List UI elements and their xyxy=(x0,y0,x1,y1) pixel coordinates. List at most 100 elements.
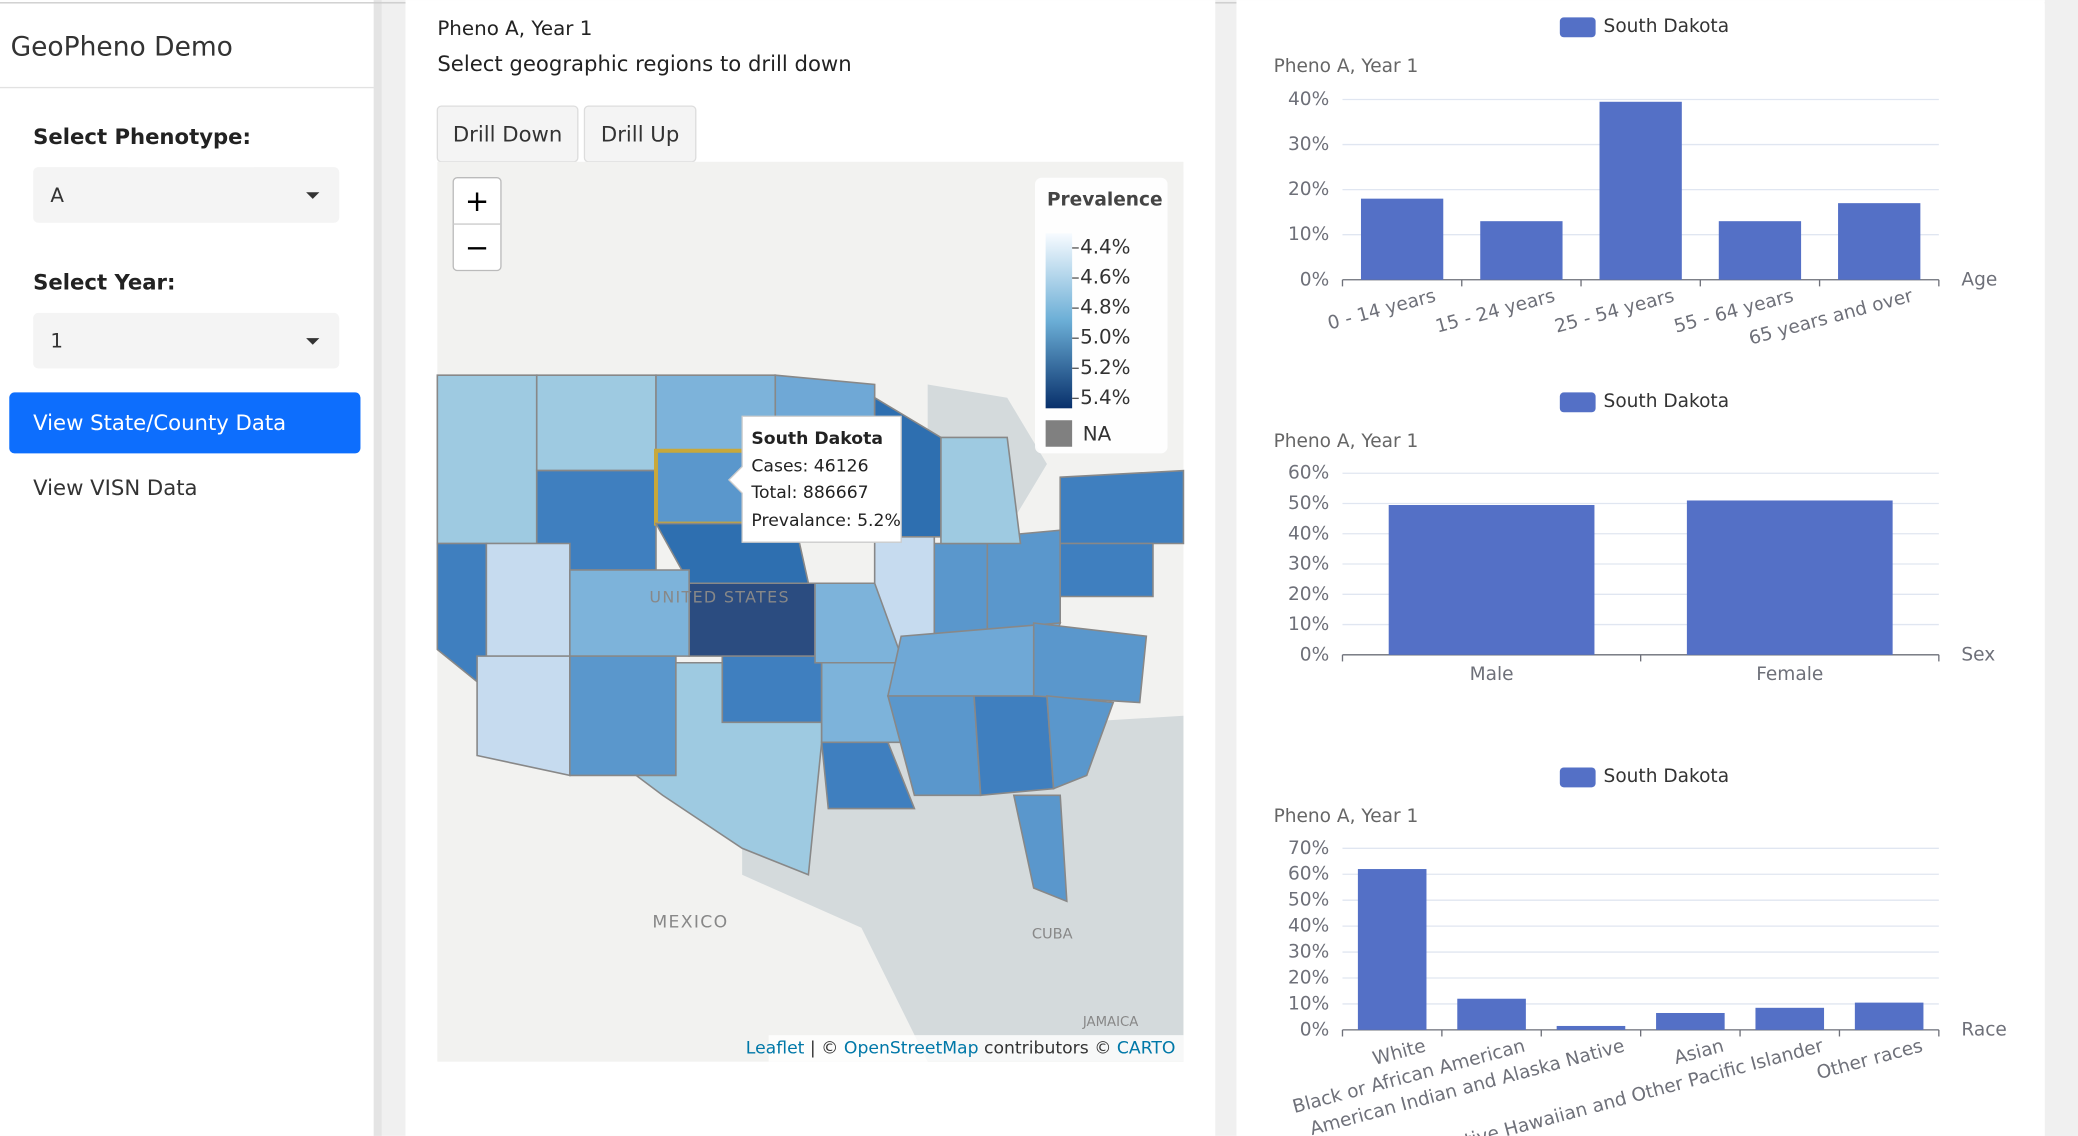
bar xyxy=(1854,1002,1924,1030)
tooltip-line: Prevalance: 5.2% xyxy=(751,511,900,531)
legend-swatch xyxy=(1559,767,1596,788)
button-label[interactable]: Drill Up xyxy=(601,121,679,146)
state xyxy=(721,655,823,724)
legend-label: South Dakota xyxy=(1604,766,1730,787)
dropdown-value: A xyxy=(50,184,64,207)
state xyxy=(820,741,916,810)
map[interactable]: UNITED STATES MEXICO CUBA JAMAICA + − Pr… xyxy=(436,161,1185,1062)
app-title: GeoPheno Demo xyxy=(11,31,233,62)
legend-label: 5.0% xyxy=(1080,326,1130,349)
sidebar-shadow xyxy=(373,0,382,1136)
y-tick-label: 50% xyxy=(1288,890,1329,911)
state xyxy=(1012,794,1068,903)
y-tick-label: 10% xyxy=(1288,224,1329,245)
legend-swatch xyxy=(1559,17,1596,38)
nav-item[interactable]: View VISN Data xyxy=(33,475,197,500)
state xyxy=(933,542,989,638)
dropdown[interactable] xyxy=(33,312,340,369)
x-axis-name: Age xyxy=(1961,269,1997,290)
label: Select Phenotype: xyxy=(33,124,251,149)
legend-labels: 4.4% 4.6% 4.8% 5.0% 5.2% 5.4% xyxy=(1072,235,1131,409)
state xyxy=(986,529,1061,631)
state xyxy=(633,661,823,876)
dropdown-value: 1 xyxy=(50,330,63,353)
bar xyxy=(1599,101,1682,280)
y-tick-label: 40% xyxy=(1288,523,1329,544)
attribution-text: | © xyxy=(804,1038,843,1058)
caret xyxy=(306,338,320,345)
y-tick-label: 20% xyxy=(1288,584,1329,605)
y-tick-label: 30% xyxy=(1288,942,1329,963)
link[interactable]: Leaflet xyxy=(746,1038,805,1058)
zoom-out[interactable]: − xyxy=(465,230,489,264)
legend-title: Prevalence xyxy=(1047,190,1163,211)
y-tick-label: 70% xyxy=(1288,838,1329,859)
legend-label: South Dakota xyxy=(1604,16,1730,37)
bar xyxy=(1755,1007,1825,1030)
dropdown[interactable] xyxy=(33,167,340,223)
state xyxy=(1059,469,1185,545)
legend-label: South Dakota xyxy=(1604,391,1730,412)
map-label: UNITED STATES xyxy=(649,587,790,606)
state xyxy=(1032,622,1148,704)
x-tick-label: Male xyxy=(1470,664,1514,685)
legend-label: 4.6% xyxy=(1080,266,1130,289)
state xyxy=(1046,695,1115,790)
tooltip xyxy=(727,415,902,543)
scroll-gutter xyxy=(2044,0,2078,1136)
state xyxy=(476,655,571,777)
bar xyxy=(1656,1012,1725,1030)
x-axis-name: Sex xyxy=(1961,644,1995,665)
state xyxy=(973,695,1055,797)
y-tick-label: 60% xyxy=(1288,864,1329,885)
bar xyxy=(1838,203,1921,280)
state xyxy=(436,374,538,545)
y-tick-label: 30% xyxy=(1288,554,1329,575)
map-label: MEXICO xyxy=(652,913,728,933)
bar xyxy=(1556,1025,1626,1030)
y-tick-label: 0% xyxy=(1300,644,1329,665)
link[interactable]: OpenStreetMap xyxy=(844,1038,979,1058)
bar xyxy=(1480,221,1563,280)
heading: Pheno A, Year 1 xyxy=(437,17,592,40)
y-tick-label: 20% xyxy=(1288,179,1329,200)
y-tick-label: 50% xyxy=(1288,493,1329,514)
nav-item[interactable]: View State/County Data xyxy=(33,410,286,435)
tooltip-line: Total: 886667 xyxy=(750,483,868,503)
legend-label: 4.8% xyxy=(1080,296,1130,319)
map-label: CUBA xyxy=(1032,925,1073,942)
tooltip-title: South Dakota xyxy=(751,429,883,449)
x-axis-name: Race xyxy=(1961,1019,2006,1040)
legend-label: 5.4% xyxy=(1080,386,1130,409)
y-tick-label: 10% xyxy=(1288,993,1329,1014)
link[interactable]: CARTO xyxy=(1117,1038,1176,1058)
attribution-bg xyxy=(768,1035,1184,1062)
nav-active[interactable] xyxy=(9,392,361,454)
y-tick-label: 0% xyxy=(1300,269,1329,290)
state xyxy=(569,655,677,777)
x-tick-label: Female xyxy=(1756,664,1823,685)
legend-swatch xyxy=(1559,392,1596,413)
chart-subtitle: Pheno A, Year 1 xyxy=(1274,431,1419,452)
bar xyxy=(1718,221,1802,280)
bar xyxy=(1457,998,1526,1030)
legend-label: 4.4% xyxy=(1080,235,1130,258)
bar xyxy=(1686,500,1893,655)
zoom-in[interactable]: + xyxy=(465,184,489,218)
map-label: JAMAICA xyxy=(1082,1015,1138,1030)
state xyxy=(1059,542,1154,598)
bar xyxy=(1360,198,1444,280)
state xyxy=(569,569,690,657)
button-label[interactable]: Drill Down xyxy=(453,121,562,146)
tooltip-line: Cases: 46126 xyxy=(751,457,868,477)
y-tick-label: 40% xyxy=(1288,89,1329,110)
na-swatch xyxy=(1045,420,1073,447)
label: Select Year: xyxy=(33,270,175,295)
y-tick-label: 20% xyxy=(1288,967,1329,988)
y-tick-label: 10% xyxy=(1288,614,1329,635)
caret xyxy=(306,192,320,199)
attribution-text: contributors © xyxy=(979,1038,1117,1058)
state xyxy=(485,542,571,657)
